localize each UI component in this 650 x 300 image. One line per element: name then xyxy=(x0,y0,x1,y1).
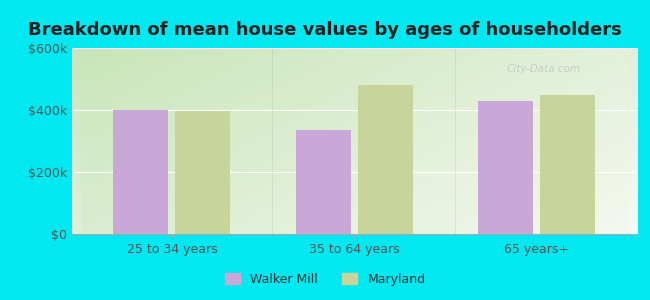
Bar xyxy=(114,110,168,234)
Legend: Walker Mill, Maryland: Walker Mill, Maryland xyxy=(220,268,430,291)
Bar xyxy=(358,85,413,234)
Bar xyxy=(176,111,230,234)
Text: City-Data.com: City-Data.com xyxy=(507,64,581,74)
Bar xyxy=(296,130,350,234)
Bar xyxy=(478,101,533,234)
Text: Breakdown of mean house values by ages of householders: Breakdown of mean house values by ages o… xyxy=(28,21,622,39)
Bar xyxy=(540,94,595,234)
